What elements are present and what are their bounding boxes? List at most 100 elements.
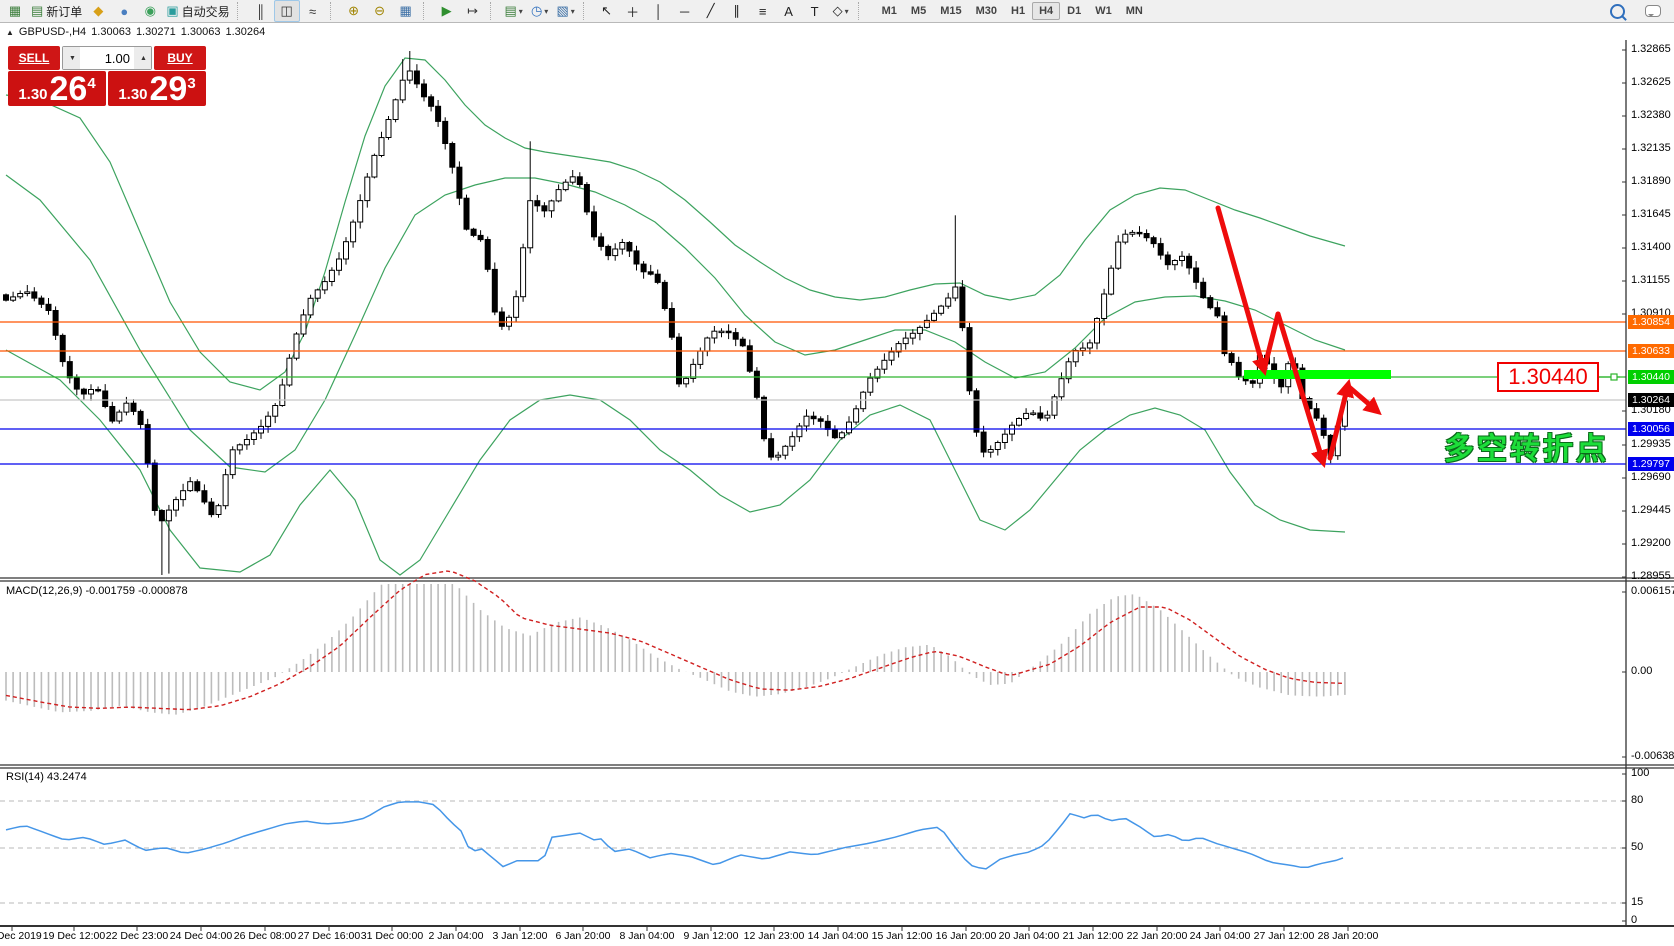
timeframe-m30-button[interactable]: M30 bbox=[975, 5, 997, 17]
volume-up-button[interactable]: ▲ bbox=[134, 47, 151, 69]
buy-button[interactable]: BUY bbox=[154, 46, 206, 70]
hline-button[interactable]: ─ bbox=[672, 0, 698, 22]
timeframe-w1-button[interactable]: W1 bbox=[1095, 5, 1112, 17]
crosshair-icon: ＋ bbox=[626, 4, 640, 20]
quote-close: 1.30264 bbox=[225, 26, 266, 38]
time-axis-label: 31 Dec 00:00 bbox=[360, 930, 424, 942]
toolbar-separator bbox=[422, 2, 431, 20]
toolbar-separator bbox=[236, 2, 245, 20]
timeframe-m1-button[interactable]: M1 bbox=[881, 5, 897, 17]
volume-input[interactable] bbox=[80, 47, 134, 69]
profile-button[interactable]: ● bbox=[111, 0, 137, 22]
tile-windows-icon: ▦ bbox=[399, 3, 412, 18]
zoom-out-icon: ⊖ bbox=[374, 3, 386, 18]
price-scale-label: 1.28955 bbox=[1631, 570, 1671, 582]
sell-price-sup: 4 bbox=[87, 75, 96, 92]
price-scale-label: 1.30180 bbox=[1631, 404, 1671, 416]
text-button[interactable]: A bbox=[776, 0, 802, 22]
timeframe-mn-button[interactable]: MN bbox=[1125, 5, 1143, 17]
shapes-icon: ◇ bbox=[832, 3, 843, 18]
new-template-button[interactable]: ▤ ▾ bbox=[501, 0, 527, 22]
template-button[interactable]: ▧ ▾ bbox=[553, 0, 579, 22]
buy-price-small: 1.30 bbox=[118, 86, 148, 103]
line-chart-icon: ≈ bbox=[309, 3, 317, 19]
gold-icon-icon: ◆ bbox=[93, 3, 104, 18]
fibonacci-button[interactable]: ≡ bbox=[750, 0, 776, 22]
gold-icon-button[interactable]: ◆ bbox=[85, 0, 111, 22]
time-axis-label: 14 Jan 04:00 bbox=[807, 930, 869, 942]
rsi-scale-label: 80 bbox=[1631, 794, 1644, 806]
rsi-line bbox=[5, 801, 1344, 870]
line-chart-button[interactable]: ≈ bbox=[300, 0, 326, 22]
autotrading-button[interactable]: ▣ 自动交易 bbox=[163, 0, 232, 22]
new-chart-button[interactable]: ▦ bbox=[2, 0, 28, 22]
timeframe-h1-button[interactable]: H1 bbox=[1011, 5, 1026, 17]
price-badge: 1.30854 bbox=[1628, 315, 1674, 329]
bar-chart-button[interactable]: ║ bbox=[248, 0, 274, 22]
rsi-scale-label: 50 bbox=[1631, 841, 1644, 853]
timeframe-d1-button[interactable]: D1 bbox=[1067, 5, 1082, 17]
time-axis-label: 27 Jan 12:00 bbox=[1253, 930, 1315, 942]
time-axis-label: 15 Jan 12:00 bbox=[871, 930, 933, 942]
signal-button[interactable]: ◉ bbox=[137, 0, 163, 22]
profile-icon: ● bbox=[120, 3, 129, 19]
one-click-trading-panel: SELL ▼ ▲ BUY 1.30 26 4 1.30 29 3 bbox=[8, 46, 206, 106]
new-order-button[interactable]: ▤ 新订单 bbox=[28, 0, 85, 22]
time-axis-label: 21 Jan 12:00 bbox=[1062, 930, 1124, 942]
volume-down-button[interactable]: ▼ bbox=[63, 47, 80, 69]
timeframe-h4-button[interactable]: H4 bbox=[1032, 2, 1061, 20]
chart-shift-icon: ↦ bbox=[467, 3, 479, 18]
time-axis-label: 2 Jan 04:00 bbox=[428, 930, 484, 942]
quote-high: 1.30271 bbox=[135, 26, 176, 38]
price-scale-label: 1.31155 bbox=[1631, 274, 1670, 286]
vline-button[interactable]: │ bbox=[646, 0, 672, 22]
macd-histogram bbox=[5, 584, 1346, 715]
zoom-in-icon: ⊕ bbox=[348, 3, 360, 18]
new-chart-icon: ▦ bbox=[8, 3, 22, 18]
channel-button[interactable]: ∥ bbox=[724, 0, 750, 22]
toolbar-separator bbox=[329, 2, 338, 20]
candlestick-chart-button[interactable]: ◫ bbox=[273, 0, 300, 22]
sell-button[interactable]: SELL bbox=[8, 46, 60, 70]
trendline-button[interactable]: ╱ bbox=[698, 0, 724, 22]
price-annotation-box[interactable]: 1.30440 bbox=[1497, 362, 1599, 392]
chat-button[interactable] bbox=[1640, 0, 1666, 22]
auto-scroll-button[interactable]: ▶ bbox=[434, 0, 460, 22]
time-axis-label: 27 Dec 16:00 bbox=[297, 930, 361, 942]
turning-point-annotation[interactable]: 多空转折点 bbox=[1444, 433, 1609, 466]
time-axis-label: 6 Jan 20:00 bbox=[555, 930, 611, 942]
sell-price-display[interactable]: 1.30 26 4 bbox=[8, 71, 106, 106]
zoom-in-button[interactable]: ⊕ bbox=[341, 0, 367, 22]
zoom-out-button[interactable]: ⊖ bbox=[367, 0, 393, 22]
time-axis-label: 16 Jan 20:00 bbox=[935, 930, 997, 942]
tile-windows-button[interactable]: ▦ bbox=[393, 0, 419, 22]
new-order-icon: ▤ bbox=[31, 3, 44, 18]
cursor-button[interactable]: ↖ bbox=[594, 0, 620, 22]
price-scale-label: 1.31645 bbox=[1631, 208, 1671, 220]
timeframe-m5-button[interactable]: M5 bbox=[910, 5, 927, 17]
channel-icon: ∥ bbox=[733, 3, 740, 18]
autotrading-button-label: 自动交易 bbox=[181, 4, 230, 19]
chart-shift-button[interactable]: ↦ bbox=[460, 0, 486, 22]
time-axis-label: 22 Jan 20:00 bbox=[1126, 930, 1188, 942]
text-label-button[interactable]: T bbox=[802, 0, 828, 22]
period-button[interactable]: ◷ ▾ bbox=[527, 0, 553, 22]
buy-price-display[interactable]: 1.30 29 3 bbox=[108, 71, 206, 106]
time-axis-label: 24 Jan 04:00 bbox=[1189, 930, 1251, 942]
macd-indicator-label: MACD(12,26,9) -0.001759 -0.000878 bbox=[6, 585, 188, 597]
new-order-button-label: 新订单 bbox=[46, 4, 83, 19]
new-template-icon: ▤ bbox=[504, 3, 517, 18]
fibonacci-icon: ≡ bbox=[758, 3, 767, 19]
crosshair-button[interactable]: ＋ bbox=[620, 0, 646, 22]
quote-collapse-toggle[interactable]: ▲ bbox=[6, 27, 14, 37]
symbol-period-label: GBPUSD-,H4 bbox=[18, 26, 87, 38]
timeframe-m15-button[interactable]: M15 bbox=[940, 5, 962, 17]
shapes-button[interactable]: ◇ ▾ bbox=[828, 0, 854, 22]
time-axis-label: 20 Jan 04:00 bbox=[998, 930, 1060, 942]
search-button[interactable] bbox=[1604, 0, 1630, 22]
bollinger-upper-band bbox=[5, 57, 1346, 391]
macd-scale-label: 0.006157 bbox=[1631, 585, 1674, 597]
toolbar-separator bbox=[489, 2, 498, 20]
